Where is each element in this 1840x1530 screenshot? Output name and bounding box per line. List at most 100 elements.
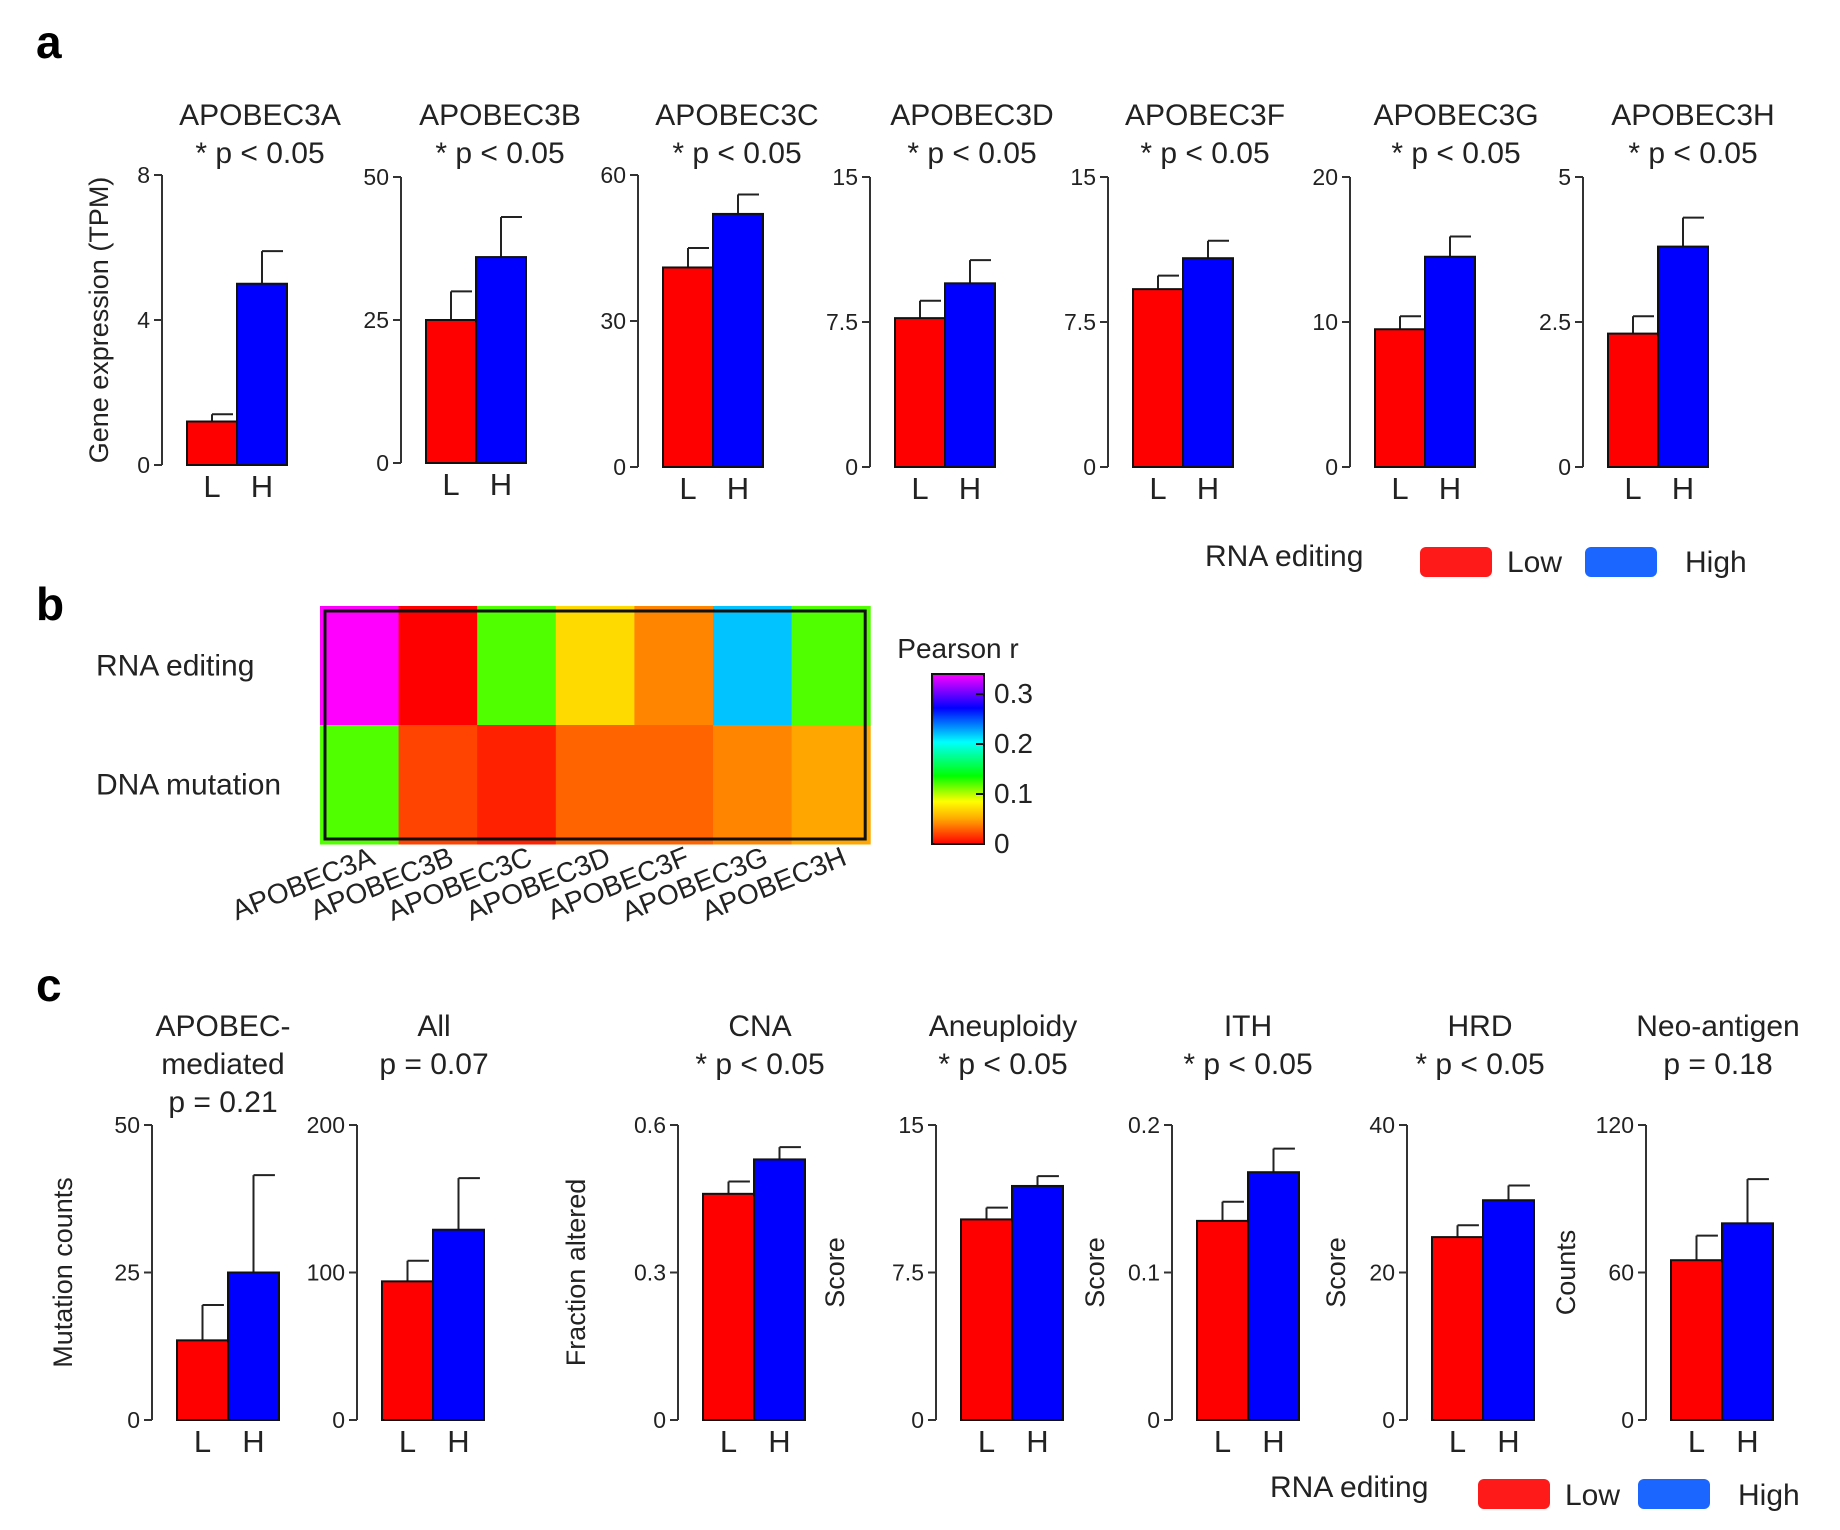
legend-c-low-swatch: [1478, 1479, 1550, 1509]
c-title-0-0: APOBEC-: [155, 1010, 290, 1043]
panel-label-a: a: [36, 16, 62, 68]
a-category-6-0: L: [1624, 471, 1641, 506]
c-bar-4-low: [1196, 1219, 1249, 1421]
a-tick-label-5-0: 0: [1325, 454, 1338, 480]
a-title-4-0: APOBEC3F: [1125, 99, 1285, 132]
a-title-2-1: * p < 0.05: [672, 137, 801, 170]
legend-a-low-swatch: [1420, 547, 1492, 577]
c-title-5-0: HRD: [1448, 1010, 1513, 1043]
a-subplot-2: APOBEC3C * p < 0.05 0 30 60 L H: [600, 99, 818, 506]
heatmap-cell-0-4: [634, 606, 714, 726]
a-category-3-0: L: [911, 471, 928, 506]
a-category-0-0: L: [203, 469, 220, 504]
a-tick-label-3-1: 7.5: [826, 309, 858, 335]
a-tick-label-2-2: 60: [600, 162, 626, 188]
c-tick-label-6-1: 60: [1608, 1260, 1634, 1286]
colorbar-title: Pearson r: [897, 633, 1018, 664]
a-category-4-0: L: [1149, 471, 1166, 506]
c-tick-label-5-2: 40: [1369, 1112, 1395, 1138]
a-tick-label-5-2: 20: [1312, 164, 1338, 190]
c-tick-label-1-2: 200: [307, 1112, 345, 1138]
a-tick-label-1-1: 25: [363, 307, 389, 333]
panel-label-b: b: [36, 578, 64, 630]
a-bar-1-high: [475, 256, 527, 464]
a-title-3-0: APOBEC3D: [890, 99, 1053, 132]
c-title-4-0: ITH: [1224, 1010, 1272, 1043]
c-bar-3-high: [1011, 1184, 1064, 1422]
c-tick-label-3-0: 0: [911, 1407, 924, 1433]
legend-c-high-label: High: [1738, 1479, 1800, 1512]
colorbar-tick-label-2: 0.2: [994, 728, 1033, 759]
c-tick-label-5-0: 0: [1382, 1407, 1395, 1433]
a-subplot-0: APOBEC3A * p < 0.05 0 4 8 L H: [137, 99, 341, 504]
heatmap-cell-0-5: [713, 606, 793, 726]
c-ylabel-2: Fraction altered: [561, 1179, 591, 1367]
c-bar-0-low: [176, 1339, 229, 1421]
c-bar-6-high: [1721, 1222, 1774, 1422]
c-subplot-4: ITH * p < 0.05 0 0.1 0.2 L H Score: [1080, 1010, 1313, 1459]
a-ylabel: Gene expression (TPM): [84, 177, 114, 464]
a-category-6-1: H: [1672, 471, 1694, 506]
c-tick-label-6-0: 0: [1621, 1407, 1634, 1433]
c-tick-label-1-1: 100: [307, 1260, 345, 1286]
a-tick-label-6-0: 0: [1558, 454, 1571, 480]
c-subplot-2: CNA * p < 0.05 0 0.3 0.6 L H Fraction altered: [561, 1010, 825, 1459]
c-bar-2-low: [702, 1192, 755, 1422]
a-tick-label-4-2: 15: [1070, 164, 1096, 190]
heatmap-cell-1-6: [791, 725, 871, 845]
heatmap-cell-1-4: [634, 725, 714, 845]
legend-a-low-label: Low: [1507, 546, 1562, 579]
c-category-0-0: L: [194, 1424, 211, 1459]
c-tick-label-3-1: 7.5: [892, 1260, 924, 1286]
c-bar-2-high: [753, 1158, 806, 1421]
a-tick-label-0-2: 8: [137, 162, 150, 188]
a-category-5-1: H: [1439, 471, 1461, 506]
c-title-3-0: Aneuploidy: [929, 1010, 1077, 1043]
legend-c-high-swatch: [1638, 1479, 1710, 1509]
c-bar-5-high: [1482, 1199, 1535, 1421]
a-subplot-6: APOBEC3H * p < 0.05 0 2.5 5 L H: [1539, 99, 1775, 506]
c-category-2-1: H: [768, 1424, 790, 1459]
c-ylabel-0: Mutation counts: [48, 1177, 78, 1368]
a-bar-0-low: [186, 420, 238, 466]
a-category-1-1: H: [490, 467, 512, 502]
c-tick-label-4-0: 0: [1147, 1407, 1160, 1433]
heatmap-cell-0-0: [320, 606, 400, 726]
c-title-1-1: p = 0.07: [379, 1048, 488, 1081]
c-tick-label-0-2: 50: [114, 1112, 140, 1138]
a-category-1-0: L: [442, 467, 459, 502]
legend-c-title: RNA editing: [1270, 1471, 1428, 1504]
c-subplot-0: APOBEC-mediated p = 0.21 0 25 50 L H Mutation c…: [48, 1010, 291, 1459]
panel-label-c: c: [36, 959, 62, 1011]
a-category-0-1: H: [251, 469, 273, 504]
a-title-1-1: * p < 0.05: [435, 137, 564, 170]
c-bar-1-low: [381, 1280, 434, 1421]
a-tick-label-6-1: 2.5: [1539, 309, 1571, 335]
a-bar-2-high: [712, 212, 764, 468]
legend-c-low-label: Low: [1565, 1479, 1620, 1512]
a-category-2-0: L: [679, 471, 696, 506]
c-subplot-3: Aneuploidy * p < 0.05 0 7.5 15 L H Score: [820, 1010, 1077, 1459]
c-bar-3-low: [960, 1218, 1013, 1422]
a-subplot-3: APOBEC3D * p < 0.05 0 7.5 15 L H: [826, 99, 1054, 506]
c-bar-1-high: [432, 1228, 485, 1421]
a-bar-4-high: [1182, 257, 1234, 469]
heatmap-row-label-0: RNA editing: [96, 650, 254, 683]
c-tick-label-2-2: 0.6: [634, 1112, 666, 1138]
legend-a-high-label: High: [1685, 546, 1747, 579]
heatmap-border: [323, 609, 867, 841]
c-category-4-0: L: [1214, 1424, 1231, 1459]
c-subplot-5: HRD * p < 0.05 0 20 40 L H Score: [1321, 1010, 1545, 1459]
c-tick-label-2-0: 0: [653, 1407, 666, 1433]
a-bar-5-high: [1424, 255, 1476, 468]
a-title-1-0: APOBEC3B: [419, 99, 581, 132]
c-ylabel-4: Score: [1080, 1237, 1110, 1308]
c-category-6-1: H: [1736, 1424, 1758, 1459]
c-title-4-1: * p < 0.05: [1183, 1048, 1312, 1081]
c-category-2-0: L: [720, 1424, 737, 1459]
heatmap-row-label-1: DNA mutation: [96, 769, 281, 802]
a-tick-label-6-2: 5: [1558, 164, 1571, 190]
a-bar-6-high: [1657, 245, 1709, 468]
heatmap-cell-1-2: [477, 725, 557, 845]
